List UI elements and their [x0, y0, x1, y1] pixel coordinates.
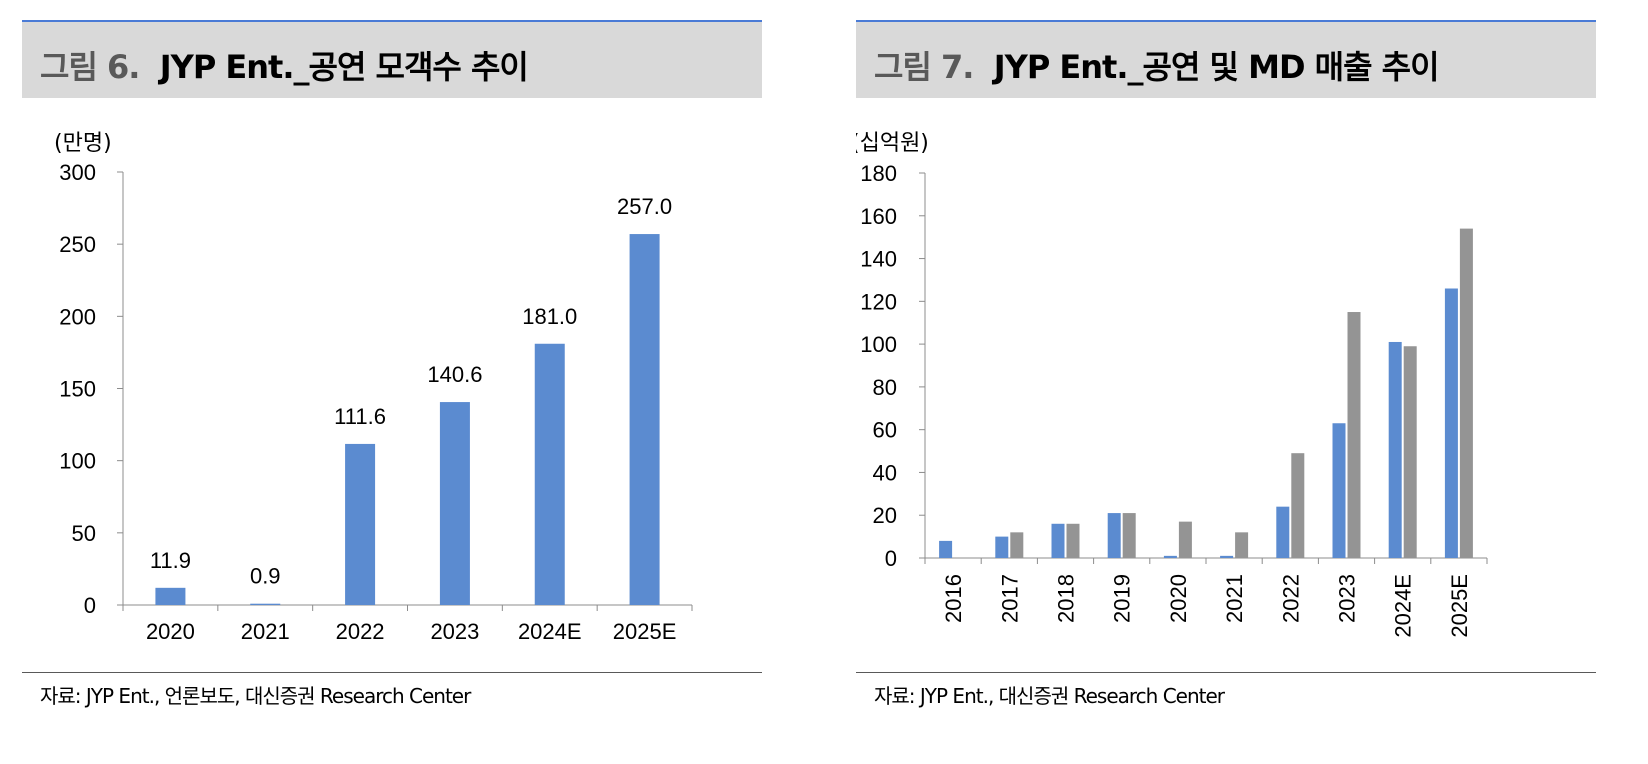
y-tick-label: 160 [860, 204, 897, 229]
y-tick-label: 140 [860, 247, 897, 272]
left-figure-number: 그림 6. [40, 48, 140, 86]
bar-series1-2016 [939, 540, 953, 558]
bar-2023 [439, 402, 470, 605]
y-tick-label: 50 [72, 521, 96, 546]
y-tick-label: 300 [59, 160, 96, 185]
y-tick-label: 200 [59, 304, 96, 329]
right-figure-number: 그림 7. [874, 48, 974, 86]
x-tick-label-2022: 2022 [336, 619, 385, 644]
bar-2024E [534, 343, 565, 605]
x-tick-label-2024E: 2024E [518, 619, 582, 644]
y-axis-unit-label: (만명) [54, 131, 112, 156]
bar-series1-2017 [995, 536, 1009, 558]
x-tick-label-2023: 2023 [430, 619, 479, 644]
bar-series2-2019 [1122, 513, 1136, 558]
left-figure-title: 그림 6. JYP Ent._공연 모객수 추이 [40, 42, 529, 88]
bar-series2-2018 [1066, 523, 1080, 558]
left-title-bar: 그림 6. JYP Ent._공연 모객수 추이 [22, 20, 762, 98]
x-tick-label-2017: 2017 [997, 574, 1022, 623]
x-tick-label-2016: 2016 [941, 574, 966, 623]
bar-2022 [345, 443, 376, 605]
y-tick-label: 150 [59, 377, 96, 402]
concert-md-revenue-chart: (십억원) 0 20 40 60 80 100 120 140 160 180 2016 2017 201… [856, 131, 1488, 638]
x-tick-label-2019: 2019 [1110, 574, 1135, 623]
y-axis-unit-label: (십억원) [856, 131, 929, 156]
x-tick-label-2025E: 2025E [613, 619, 677, 644]
bar-2021 [250, 603, 281, 605]
bar-series1-2025E [1444, 288, 1458, 558]
right-figure-title: 그림 7. JYP Ent._공연 및 MD 매출 추이 [874, 42, 1440, 88]
x-tick-label-2020: 2020 [146, 619, 195, 644]
y-tick-label: 100 [59, 449, 96, 474]
y-tick-label: 40 [873, 460, 897, 485]
x-tick-label-2025E: 2025E [1447, 574, 1472, 638]
right-figure-heading: JYP Ent._공연 및 MD 매출 추이 [993, 48, 1440, 86]
bar-series1-2020 [1163, 555, 1177, 558]
bar-series1-2024E [1388, 341, 1402, 558]
x-tick-label-2020: 2020 [1166, 574, 1191, 623]
y-tick-label: 120 [860, 289, 897, 314]
bar-series2-2021 [1235, 532, 1249, 558]
data-label-2023: 140.6 [427, 362, 482, 387]
data-label-2021: 0.9 [250, 564, 281, 589]
right-title-bar: 그림 7. JYP Ent._공연 및 MD 매출 추이 [856, 20, 1596, 98]
left-figure-heading: JYP Ent._공연 모객수 추이 [159, 48, 529, 86]
bar-series1-2019 [1107, 513, 1121, 558]
bar-series2-2022 [1291, 453, 1305, 558]
x-tick-label-2021: 2021 [1222, 574, 1247, 623]
bar-series1-2022 [1276, 506, 1290, 558]
bar-series2-2020 [1178, 521, 1192, 558]
y-tick-label: 180 [860, 161, 897, 186]
x-tick-label-2022: 2022 [1278, 574, 1303, 623]
x-tick-label-2023: 2023 [1335, 574, 1360, 623]
right-source-divider [856, 672, 1596, 673]
bar-series1-2021 [1220, 555, 1234, 558]
y-tick-label: 0 [84, 593, 96, 618]
bar-series2-2025E [1459, 228, 1473, 558]
y-tick-label: 20 [873, 503, 897, 528]
bar-series2-2017 [1010, 532, 1024, 558]
y-tick-label: 250 [59, 232, 96, 257]
x-tick-label-2018: 2018 [1054, 574, 1079, 623]
left-source-note: 자료: JYP Ent., 언론보도, 대신증권 Research Center [40, 684, 471, 708]
x-tick-label-2021: 2021 [241, 619, 290, 644]
left-source-divider [22, 672, 762, 673]
bar-series2-2024E [1403, 346, 1417, 558]
y-tick-label: 80 [873, 375, 897, 400]
bar-2020 [155, 587, 186, 605]
data-label-2020: 11.9 [150, 548, 191, 573]
y-tick-label: 100 [860, 332, 897, 357]
data-label-2022: 111.6 [334, 404, 386, 429]
bar-series2-2023 [1347, 312, 1361, 558]
y-tick-label: 0 [885, 546, 897, 571]
x-tick-label-2024E: 2024E [1391, 574, 1416, 638]
y-tick-label: 60 [873, 418, 897, 443]
data-label-2024E: 181.0 [522, 304, 577, 329]
right-figure-panel: 그림 7. JYP Ent._공연 및 MD 매출 추이 (십억원) 0 20 40 6… [856, 0, 1596, 764]
right-source-note: 자료: JYP Ent., 대신증권 Research Center [874, 684, 1225, 708]
data-label-2025E: 257.0 [617, 194, 672, 219]
bar-2025E [629, 234, 660, 605]
left-figure-panel: 그림 6. JYP Ent._공연 모객수 추이 (만명) 0 50 100 150 20… [22, 0, 762, 764]
bar-series1-2023 [1332, 423, 1346, 558]
audience-count-chart: (만명) 0 50 100 150 200 250 300 11.9 2020 0.9 2021 111… [54, 131, 693, 644]
bar-series1-2018 [1051, 523, 1065, 558]
